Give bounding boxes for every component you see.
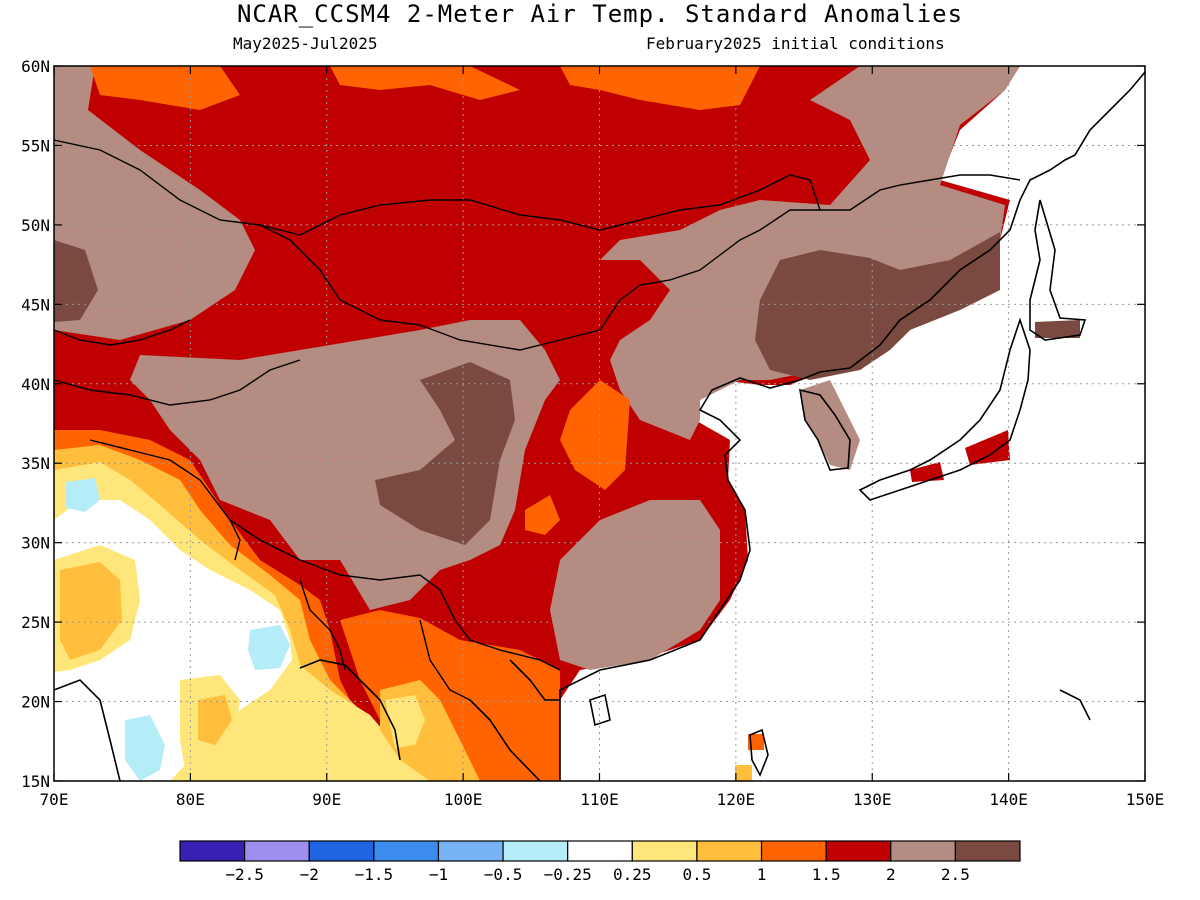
x-tick-label: 140E (989, 790, 1028, 809)
colorbar-tick-label: −1.5 (355, 865, 394, 884)
x-tick-label: 90E (312, 790, 341, 809)
colorbar-tick-label: 1 (757, 865, 767, 884)
y-axis-ticks (54, 65, 1145, 782)
colorbar-swatch (373, 840, 440, 862)
coastlines (54, 71, 1145, 781)
colorbar-tick-label: −1 (429, 865, 448, 884)
colorbar-swatch (437, 840, 504, 862)
y-tick-label: 15N (21, 772, 50, 791)
forecast-period: May2025-Jul2025 (233, 34, 378, 53)
x-tick-label: 130E (853, 790, 892, 809)
colorbar-tick-label: 1.5 (812, 865, 841, 884)
colorbar-tick-label: 0.5 (682, 865, 711, 884)
x-tick-label: 110E (580, 790, 619, 809)
colorbar-swatch (567, 840, 633, 862)
y-tick-label: 35N (21, 454, 50, 473)
x-tick-label: 120E (717, 790, 756, 809)
initial-conditions: February2025 initial conditions (646, 34, 945, 53)
x-tick-label: 80E (176, 790, 205, 809)
y-axis-labels: 60N 55N 50N 45N 40N 35N 30N 25N 20N 15N (21, 57, 50, 791)
x-tick-label: 100E (444, 790, 483, 809)
colorbar-swatch (825, 840, 892, 862)
colorbar-swatch (244, 840, 310, 862)
y-tick-label: 45N (21, 295, 50, 314)
colorbar-swatch (179, 840, 246, 862)
colorbar-swatch (760, 840, 827, 862)
y-tick-label: 60N (21, 57, 50, 76)
x-axis-labels: 70E 80E 90E 100E 110E 120E 130E 140E 150E (40, 790, 1165, 809)
colorbar-swatch (631, 840, 698, 862)
colorbar-tick-label: 2.5 (941, 865, 970, 884)
colorbar (179, 840, 1021, 862)
shaded-field (54, 66, 1145, 781)
y-tick-label: 50N (21, 216, 50, 235)
colorbar-swatch (502, 840, 569, 862)
borders (54, 139, 1021, 701)
chart-title: NCAR_CCSM4 2-Meter Air Temp. Standard An… (236, 0, 964, 28)
colorbar-tick-label: −2 (300, 865, 319, 884)
colorbar-tick-label: −0.5 (484, 865, 523, 884)
y-tick-label: 25N (21, 613, 50, 632)
colorbar-labels: −2.5 −2 −1.5 −1 −0.5 −0.25 0.25 0.5 1 1.5 2 2.5 (225, 865, 969, 884)
colorbar-tick-label: −0.25 (544, 865, 592, 884)
x-tick-label: 70E (40, 790, 69, 809)
colorbar-tick-label: 2 (886, 865, 896, 884)
colorbar-swatch (890, 840, 956, 862)
x-axis-ticks (53, 66, 1146, 781)
colorbar-swatch (696, 840, 763, 862)
colorbar-swatch (954, 840, 1021, 862)
y-tick-label: 30N (21, 534, 50, 553)
y-tick-label: 55N (21, 136, 50, 155)
x-tick-label: 150E (1126, 790, 1165, 809)
colorbar-tick-label: −2.5 (225, 865, 264, 884)
colorbar-swatch (308, 840, 375, 862)
y-tick-label: 20N (21, 693, 50, 712)
colorbar-tick-label: 0.25 (613, 865, 652, 884)
y-tick-label: 40N (21, 375, 50, 394)
